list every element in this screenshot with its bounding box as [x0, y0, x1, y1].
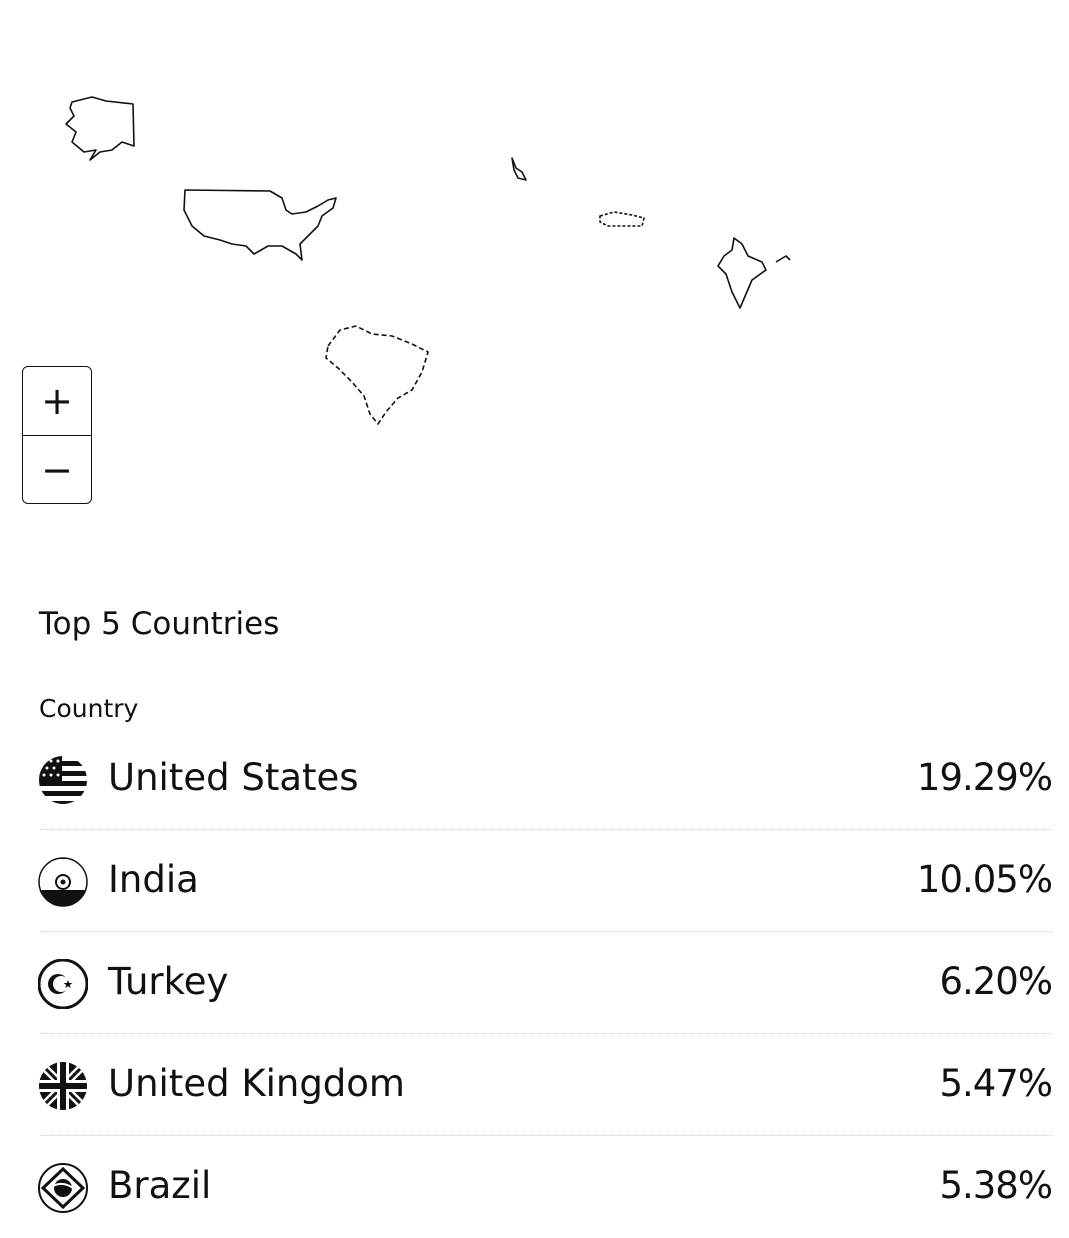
- zoom-out-button[interactable]: −: [41, 448, 73, 492]
- turkey-flag-icon: [38, 959, 88, 1009]
- uk-flag-icon: [39, 1062, 87, 1110]
- country-percent: 10.05%: [916, 858, 1053, 901]
- zoom-in-button[interactable]: +: [23, 367, 91, 436]
- country-percent: 5.47%: [939, 1062, 1053, 1105]
- country-percent: 5.38%: [939, 1164, 1053, 1207]
- country-percent: 6.20%: [939, 960, 1053, 1003]
- map-region-india: [717, 237, 767, 309]
- zoom-controls: + −: [22, 366, 92, 504]
- country-name: United States: [108, 756, 359, 799]
- map-region-alaska: [65, 96, 135, 161]
- world-map[interactable]: + −: [0, 0, 1069, 560]
- country-name: Turkey: [108, 960, 229, 1003]
- country-list: United States 19.29% India 10.05%: [0, 728, 1069, 1238]
- india-flag-icon: [38, 857, 88, 907]
- row-divider: [40, 829, 1052, 830]
- country-name: Brazil: [108, 1164, 212, 1207]
- map-region-turkey: [599, 211, 645, 227]
- country-row[interactable]: Brazil 5.38%: [0, 1136, 1069, 1238]
- country-percent: 19.29%: [916, 756, 1053, 799]
- map-region-united-states: [183, 189, 337, 261]
- country-row[interactable]: Turkey 6.20%: [0, 932, 1069, 1034]
- map-region-brazil: [325, 325, 429, 425]
- country-name: United Kingdom: [108, 1062, 405, 1105]
- country-row[interactable]: United Kingdom 5.47%: [0, 1034, 1069, 1136]
- row-divider: [40, 931, 1052, 932]
- brazil-flag-icon: [38, 1163, 88, 1213]
- us-flag-icon: [39, 756, 87, 804]
- row-divider: [40, 1033, 1052, 1034]
- country-name: India: [108, 858, 199, 901]
- top-countries-title: Top 5 Countries: [39, 606, 280, 642]
- map-region-united-kingdom: [511, 157, 527, 181]
- country-row[interactable]: United States 19.29%: [0, 728, 1069, 830]
- country-row[interactable]: India 10.05%: [0, 830, 1069, 932]
- row-divider: [40, 1135, 1052, 1136]
- country-column-header: Country: [39, 694, 139, 723]
- map-outlines: [65, 96, 791, 425]
